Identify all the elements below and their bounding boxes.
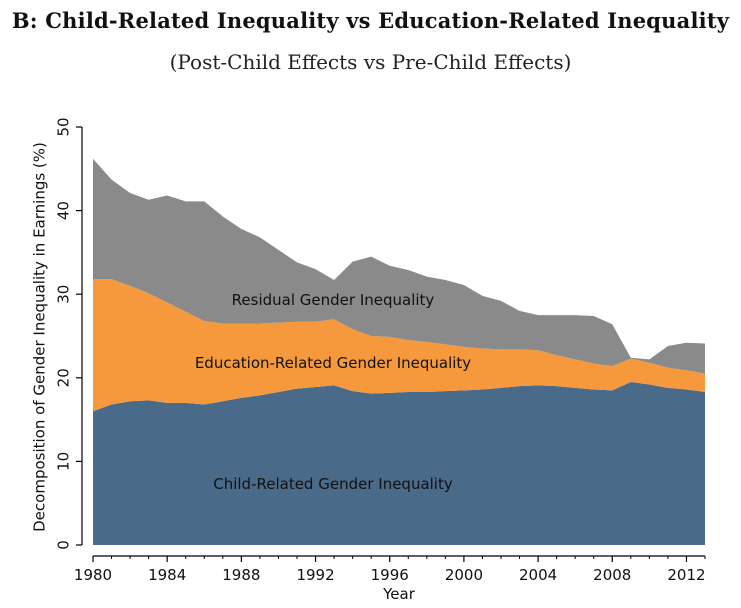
x-axis-title: Year bbox=[382, 585, 416, 603]
y-axis-title: Decomposition of Gender Inequality in Ea… bbox=[31, 142, 49, 532]
x-tick-label: 1996 bbox=[371, 566, 409, 584]
y-tick-label: 40 bbox=[55, 201, 73, 220]
y-tick-label: 10 bbox=[55, 452, 73, 471]
x-tick-label: 1980 bbox=[74, 566, 112, 584]
residual-area bbox=[93, 158, 705, 374]
x-tick-label: 2004 bbox=[519, 566, 557, 584]
x-tick-label: 2008 bbox=[593, 566, 631, 584]
axes-group: 0 10 20 30 40 50 1980 1984 1988 1992 1996 2000 2004 2… bbox=[55, 117, 706, 584]
child-related-area bbox=[93, 381, 705, 545]
residual-label: Residual Gender Inequality bbox=[232, 291, 435, 309]
chart-title: B: Child-Related Inequality vs Education… bbox=[11, 8, 730, 33]
x-tick-label: 2000 bbox=[445, 566, 483, 584]
education-related-area bbox=[93, 279, 705, 412]
x-tick-label: 2012 bbox=[667, 566, 705, 584]
y-tick-label: 20 bbox=[55, 368, 73, 387]
y-tick-label: 50 bbox=[55, 117, 73, 136]
y-tick-label: 30 bbox=[55, 285, 73, 304]
x-tick-label: 1992 bbox=[296, 566, 334, 584]
y-tick-label: 0 bbox=[55, 540, 73, 550]
chart-subtitle: (Post-Child Effects vs Pre-Child Effects… bbox=[169, 50, 572, 74]
areas-group bbox=[93, 158, 705, 545]
education-related-label: Education-Related Gender Inequality bbox=[195, 354, 471, 372]
area-labels-group: Child-Related Gender Inequality Education… bbox=[195, 291, 471, 493]
child-related-label: Child-Related Gender Inequality bbox=[213, 475, 453, 493]
x-tick-label: 1988 bbox=[222, 566, 260, 584]
x-tick-label: 1984 bbox=[148, 566, 186, 584]
